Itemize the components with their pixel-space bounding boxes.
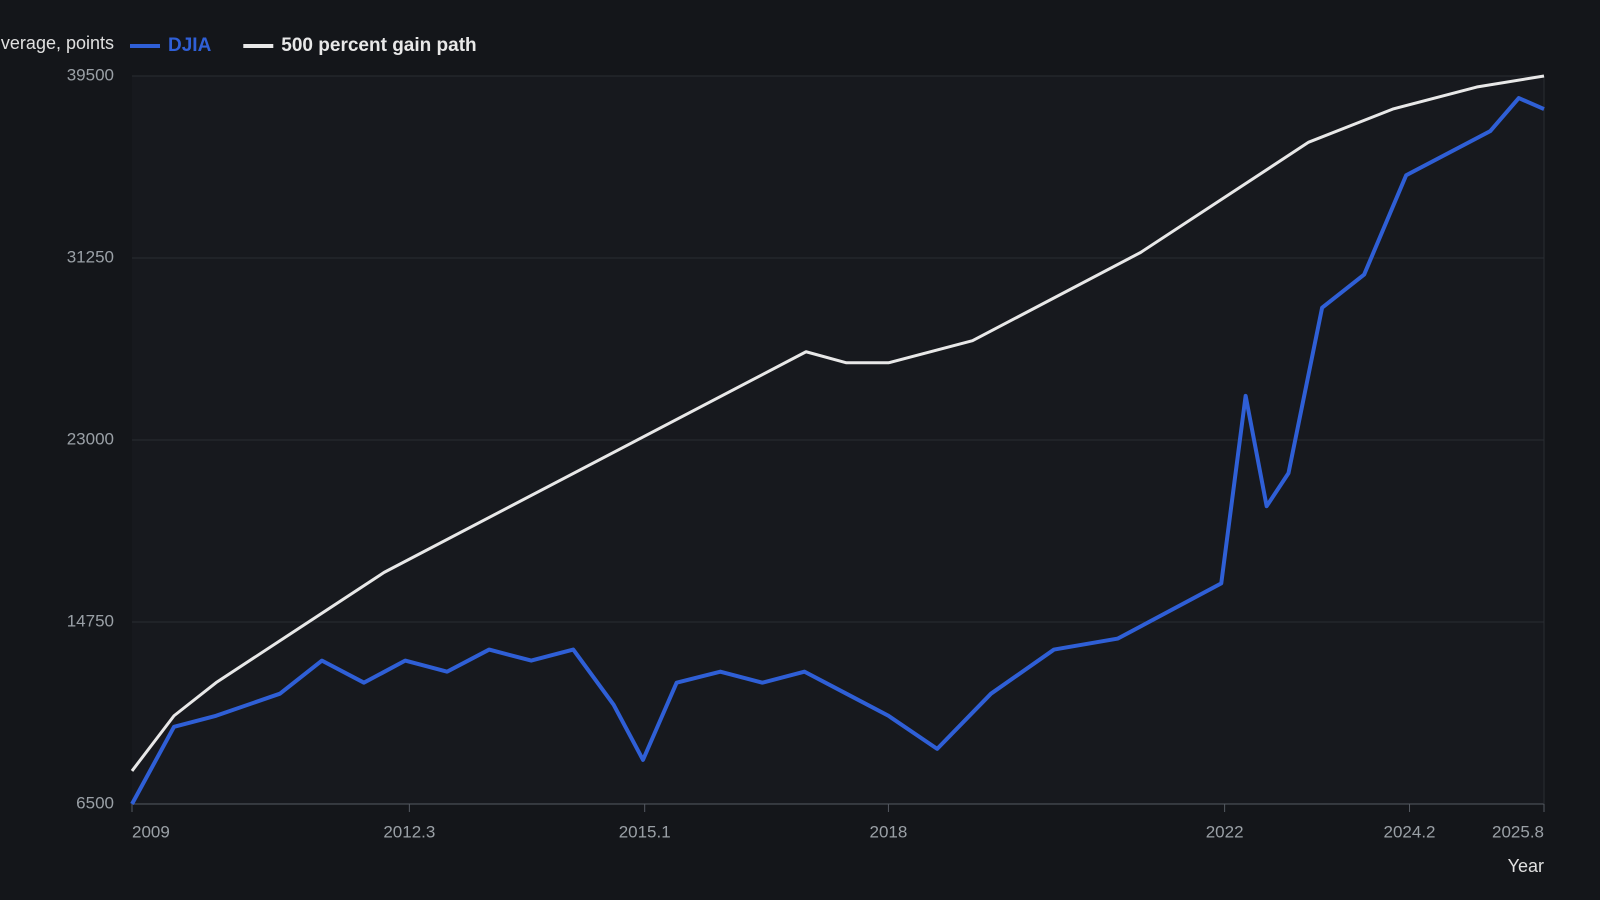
- x-axis-label: Year: [1508, 856, 1544, 876]
- series-line: [130, 96, 1545, 805]
- legend-label: DJIA: [168, 35, 212, 56]
- x-tick-label: 2009: [132, 822, 170, 841]
- x-tick-label: 2015.1: [619, 822, 671, 841]
- x-tick-label: 2025.8: [1492, 822, 1544, 841]
- x-tick-label: 2024.2: [1384, 822, 1436, 841]
- y-axis-label: verage, points: [1, 33, 114, 53]
- legend-label: 500 percent gain path: [281, 35, 476, 56]
- y-tick-label: 31250: [67, 247, 114, 266]
- y-tick-label: 14750: [67, 611, 114, 630]
- x-tick-label: 2012.3: [383, 822, 435, 841]
- x-tick-label: 2018: [870, 822, 908, 841]
- series-line: [130, 74, 1545, 772]
- y-tick-label: 6500: [76, 793, 114, 812]
- y-tick-label: 39500: [67, 65, 114, 84]
- y-tick-label: 23000: [67, 429, 114, 448]
- x-tick-label: 2022: [1206, 822, 1244, 841]
